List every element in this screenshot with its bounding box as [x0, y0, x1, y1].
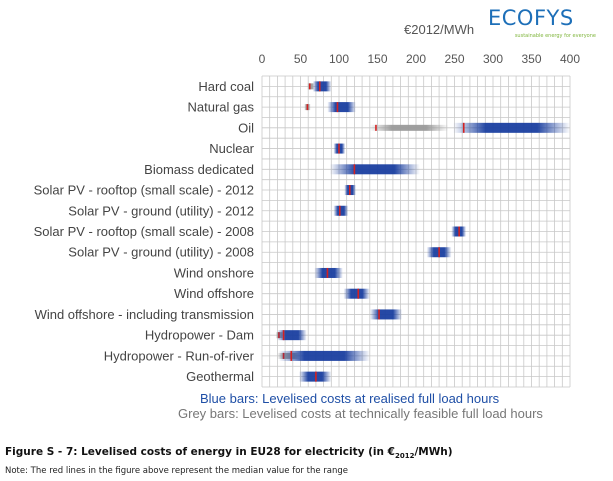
x-tick-labels: 0 50 100 150 200 250 300 350 400 — [259, 52, 581, 66]
x-tick-label: 200 — [406, 52, 426, 66]
category-label: Wind offshore — [174, 286, 254, 301]
category-label: Solar PV - rooftop (small scale) - 2008 — [34, 224, 254, 239]
x-tick-label: 100 — [329, 52, 349, 66]
figure-caption: Figure S - 7: Levelised costs of energy … — [5, 446, 453, 460]
category-labels: Hard coal Natural gas Oil Nuclear Biomass de… — [34, 79, 255, 384]
blue-range-bar — [369, 309, 403, 320]
caption-prefix: Figure S - 7: Levelised costs of energy … — [5, 446, 395, 458]
category-label: Biomass dedicated — [144, 162, 254, 177]
category-label: Hydropower - Dam — [145, 328, 254, 343]
category-label: Wind onshore — [174, 265, 254, 280]
x-tick-label: 350 — [521, 52, 541, 66]
logo-wordmark: ECOFYS — [488, 6, 574, 30]
x-tick-label: 50 — [294, 52, 308, 66]
x-tick-label: 150 — [367, 52, 387, 66]
blue-range-bar — [314, 267, 343, 278]
grey-range-bar — [307, 83, 315, 90]
category-label: Solar PV - rooftop (small scale) - 2012 — [34, 183, 254, 198]
blue-range-bar — [343, 288, 370, 299]
category-label: Solar PV - ground (utility) - 2012 — [68, 203, 254, 218]
blue-range-bar — [329, 164, 420, 175]
logo-tagline: sustainable energy for everyone — [514, 33, 596, 39]
category-label: Hydropower - Run-of-river — [104, 348, 255, 363]
category-label: Hard coal — [198, 79, 254, 94]
blue-range-bar — [278, 350, 370, 361]
figure-note: Note: The red lines in the figure above … — [5, 466, 348, 476]
chart-bars — [275, 81, 570, 382]
category-label: Wind offshore - including transmission — [35, 307, 254, 322]
category-label: Oil — [238, 120, 254, 135]
x-tick-label: 250 — [444, 52, 464, 66]
grey-range-bar — [369, 124, 449, 131]
ecofys-logo: ECOFYS sustainable energy for everyone — [488, 6, 606, 39]
blue-range-bar — [277, 330, 307, 341]
x-tick-label: 400 — [560, 52, 580, 66]
category-label: Nuclear — [209, 141, 254, 156]
levelised-cost-chart: 0 50 100 150 200 250 300 350 400 Hard coal Natura… — [34, 52, 581, 388]
legend-blue-bars: Blue bars: Levelised costs at realised f… — [200, 391, 500, 406]
x-tick-label: 300 — [483, 52, 503, 66]
category-label: Natural gas — [188, 100, 255, 115]
unit-label: €2012/MWh — [404, 22, 475, 37]
x-tick-label: 0 — [259, 52, 266, 66]
chart-grid — [261, 75, 571, 388]
blue-range-bar — [452, 122, 570, 133]
legend-grey-bars: Grey bars: Levelised costs at technicall… — [178, 406, 543, 421]
blue-range-bar — [327, 102, 356, 113]
caption-suffix: /MWh) — [414, 446, 453, 458]
category-label: Geothermal — [186, 369, 254, 384]
blue-range-bar — [312, 81, 332, 92]
category-label: Solar PV - ground (utility) - 2008 — [68, 245, 254, 260]
blue-range-bar — [333, 205, 349, 216]
caption-subscript: 2012 — [394, 452, 415, 461]
